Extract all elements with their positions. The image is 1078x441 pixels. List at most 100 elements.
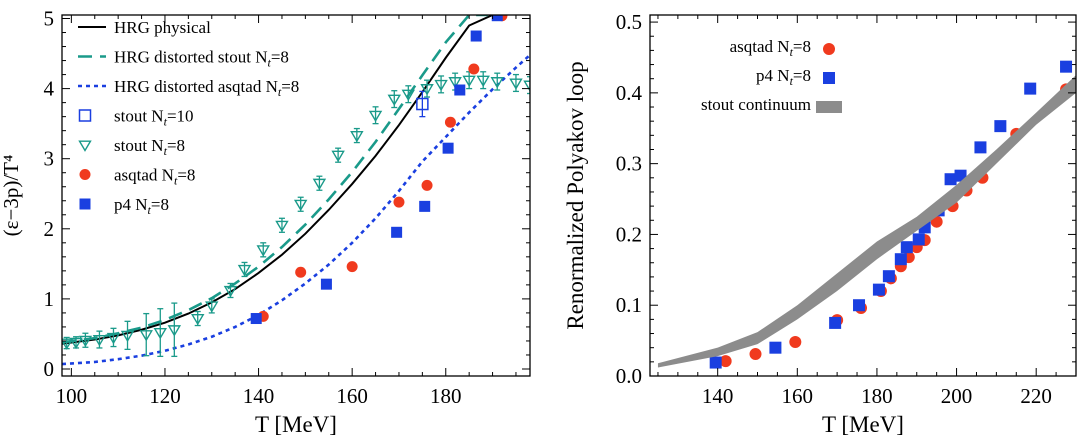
y-tick-label: 1 xyxy=(44,287,55,311)
legend-marker xyxy=(78,140,92,152)
legend-label: HRG distorted stout Nt=8 xyxy=(114,48,289,70)
data-point xyxy=(320,278,332,290)
legend-marker xyxy=(79,198,91,210)
y-tick-label: 0 xyxy=(44,357,55,381)
data-point xyxy=(401,89,416,102)
data-point xyxy=(205,301,219,313)
legend-item: p4 Nt=8 xyxy=(756,66,835,88)
data-point xyxy=(882,270,895,283)
data-point xyxy=(167,325,182,337)
data-point xyxy=(872,283,885,296)
legend-item: stout continuum xyxy=(701,95,842,114)
series-stout-continuum-band xyxy=(657,75,1076,368)
legend-symbol xyxy=(78,140,92,152)
data-point xyxy=(275,220,289,233)
legend-label: asqtad Nt=8 xyxy=(730,37,811,59)
data-point xyxy=(69,337,83,350)
legend-band-swatch xyxy=(816,101,842,113)
series-hrg-physical-line xyxy=(62,15,502,345)
y-axis-label: Renormalized Polyakov loop xyxy=(563,61,588,329)
data-point xyxy=(789,336,802,349)
legend-marker xyxy=(823,72,835,84)
plot-area xyxy=(657,60,1076,369)
data-point xyxy=(490,77,504,89)
legend-label-main: HRG distorted asqtad N xyxy=(114,77,278,96)
data-point xyxy=(256,245,270,257)
data-point xyxy=(419,200,431,212)
legend: HRG physical HRG distorted stout Nt=8 HRG … xyxy=(78,18,299,217)
data-point xyxy=(829,316,842,329)
plot-frame xyxy=(61,14,531,377)
data-point xyxy=(769,341,782,354)
x-tick-label: 180 xyxy=(430,384,462,408)
legend-label-suffix: =10 xyxy=(167,107,194,126)
legend-label-subscript: t xyxy=(267,56,271,70)
legend-label-suffix: =8 xyxy=(793,37,811,56)
legend-label-suffix: =8 xyxy=(281,77,299,96)
legend-label: stout continuum xyxy=(701,95,811,114)
data-point xyxy=(719,355,732,368)
data-point xyxy=(190,313,205,326)
data-point xyxy=(312,178,327,191)
data-point xyxy=(420,84,434,96)
data-point xyxy=(468,63,480,75)
legend-symbol xyxy=(823,72,835,84)
y-axis-label: (ε−3p)/T⁴ xyxy=(0,155,23,237)
data-point xyxy=(393,196,405,208)
legend-item: HRG physical xyxy=(78,18,211,37)
data-point xyxy=(523,80,530,92)
legend-label-main: p4 N xyxy=(114,195,148,214)
data-point xyxy=(491,15,503,22)
legend-label-main: HRG physical xyxy=(114,18,211,37)
y-tick-label: 4 xyxy=(44,77,55,101)
data-point xyxy=(974,141,987,154)
legend-label: asqtad Nt=8 xyxy=(114,166,195,188)
data-point xyxy=(78,335,93,348)
data-point xyxy=(442,142,454,154)
data-point xyxy=(509,78,523,90)
legend-label: p4 Nt=8 xyxy=(114,195,169,217)
legend-item: HRG distorted asqtad Nt=8 xyxy=(78,77,299,99)
y-tick-label: 3 xyxy=(44,147,55,171)
series-hrg-distorted-asqtad-nt-8-line xyxy=(62,53,530,366)
data-point xyxy=(1024,82,1037,95)
data-point xyxy=(434,79,448,92)
legend-label: HRG physical xyxy=(114,18,211,37)
data-point xyxy=(476,75,490,88)
legend-symbol xyxy=(79,198,91,210)
x-tick-label: 140 xyxy=(243,384,275,408)
series-hrg-distorted-stout-nt-8-line xyxy=(62,15,488,344)
legend-item: HRG distorted stout Nt=8 xyxy=(78,48,289,70)
legend-marker xyxy=(79,169,91,180)
data-point xyxy=(416,97,429,111)
x-tick-label: 160 xyxy=(336,384,368,408)
legend-label-main: stout N xyxy=(114,136,164,155)
data-point xyxy=(139,330,153,342)
data-point xyxy=(237,264,252,277)
data-point xyxy=(295,266,307,278)
data-point xyxy=(391,226,403,238)
x-tick-label: 220 xyxy=(1020,384,1052,408)
x-tick-label: 120 xyxy=(149,384,181,408)
data-point xyxy=(470,30,482,42)
legend-label-main: stout continuum xyxy=(701,95,811,114)
legend-symbol xyxy=(823,43,835,55)
legend-symbol xyxy=(78,109,92,122)
data-point xyxy=(944,173,957,186)
y-tick-label: 0.5 xyxy=(616,10,642,34)
data-point xyxy=(448,77,462,89)
data-point xyxy=(346,261,358,273)
legend-label-subscript: t xyxy=(164,144,168,158)
data-point xyxy=(368,110,383,123)
data-point xyxy=(900,241,913,254)
data-point xyxy=(331,150,345,163)
data-point xyxy=(387,94,402,106)
legend-label-subscript: t xyxy=(174,174,178,188)
x-tick-label: 140 xyxy=(702,384,734,408)
plot-area xyxy=(62,15,530,366)
y-tick-label: 0.3 xyxy=(616,152,642,176)
data-point xyxy=(894,253,907,266)
series-stout-nt-10-points xyxy=(416,90,429,118)
legend-item: asqtad Nt=8 xyxy=(79,166,195,188)
legend-label-suffix: =8 xyxy=(167,136,185,155)
